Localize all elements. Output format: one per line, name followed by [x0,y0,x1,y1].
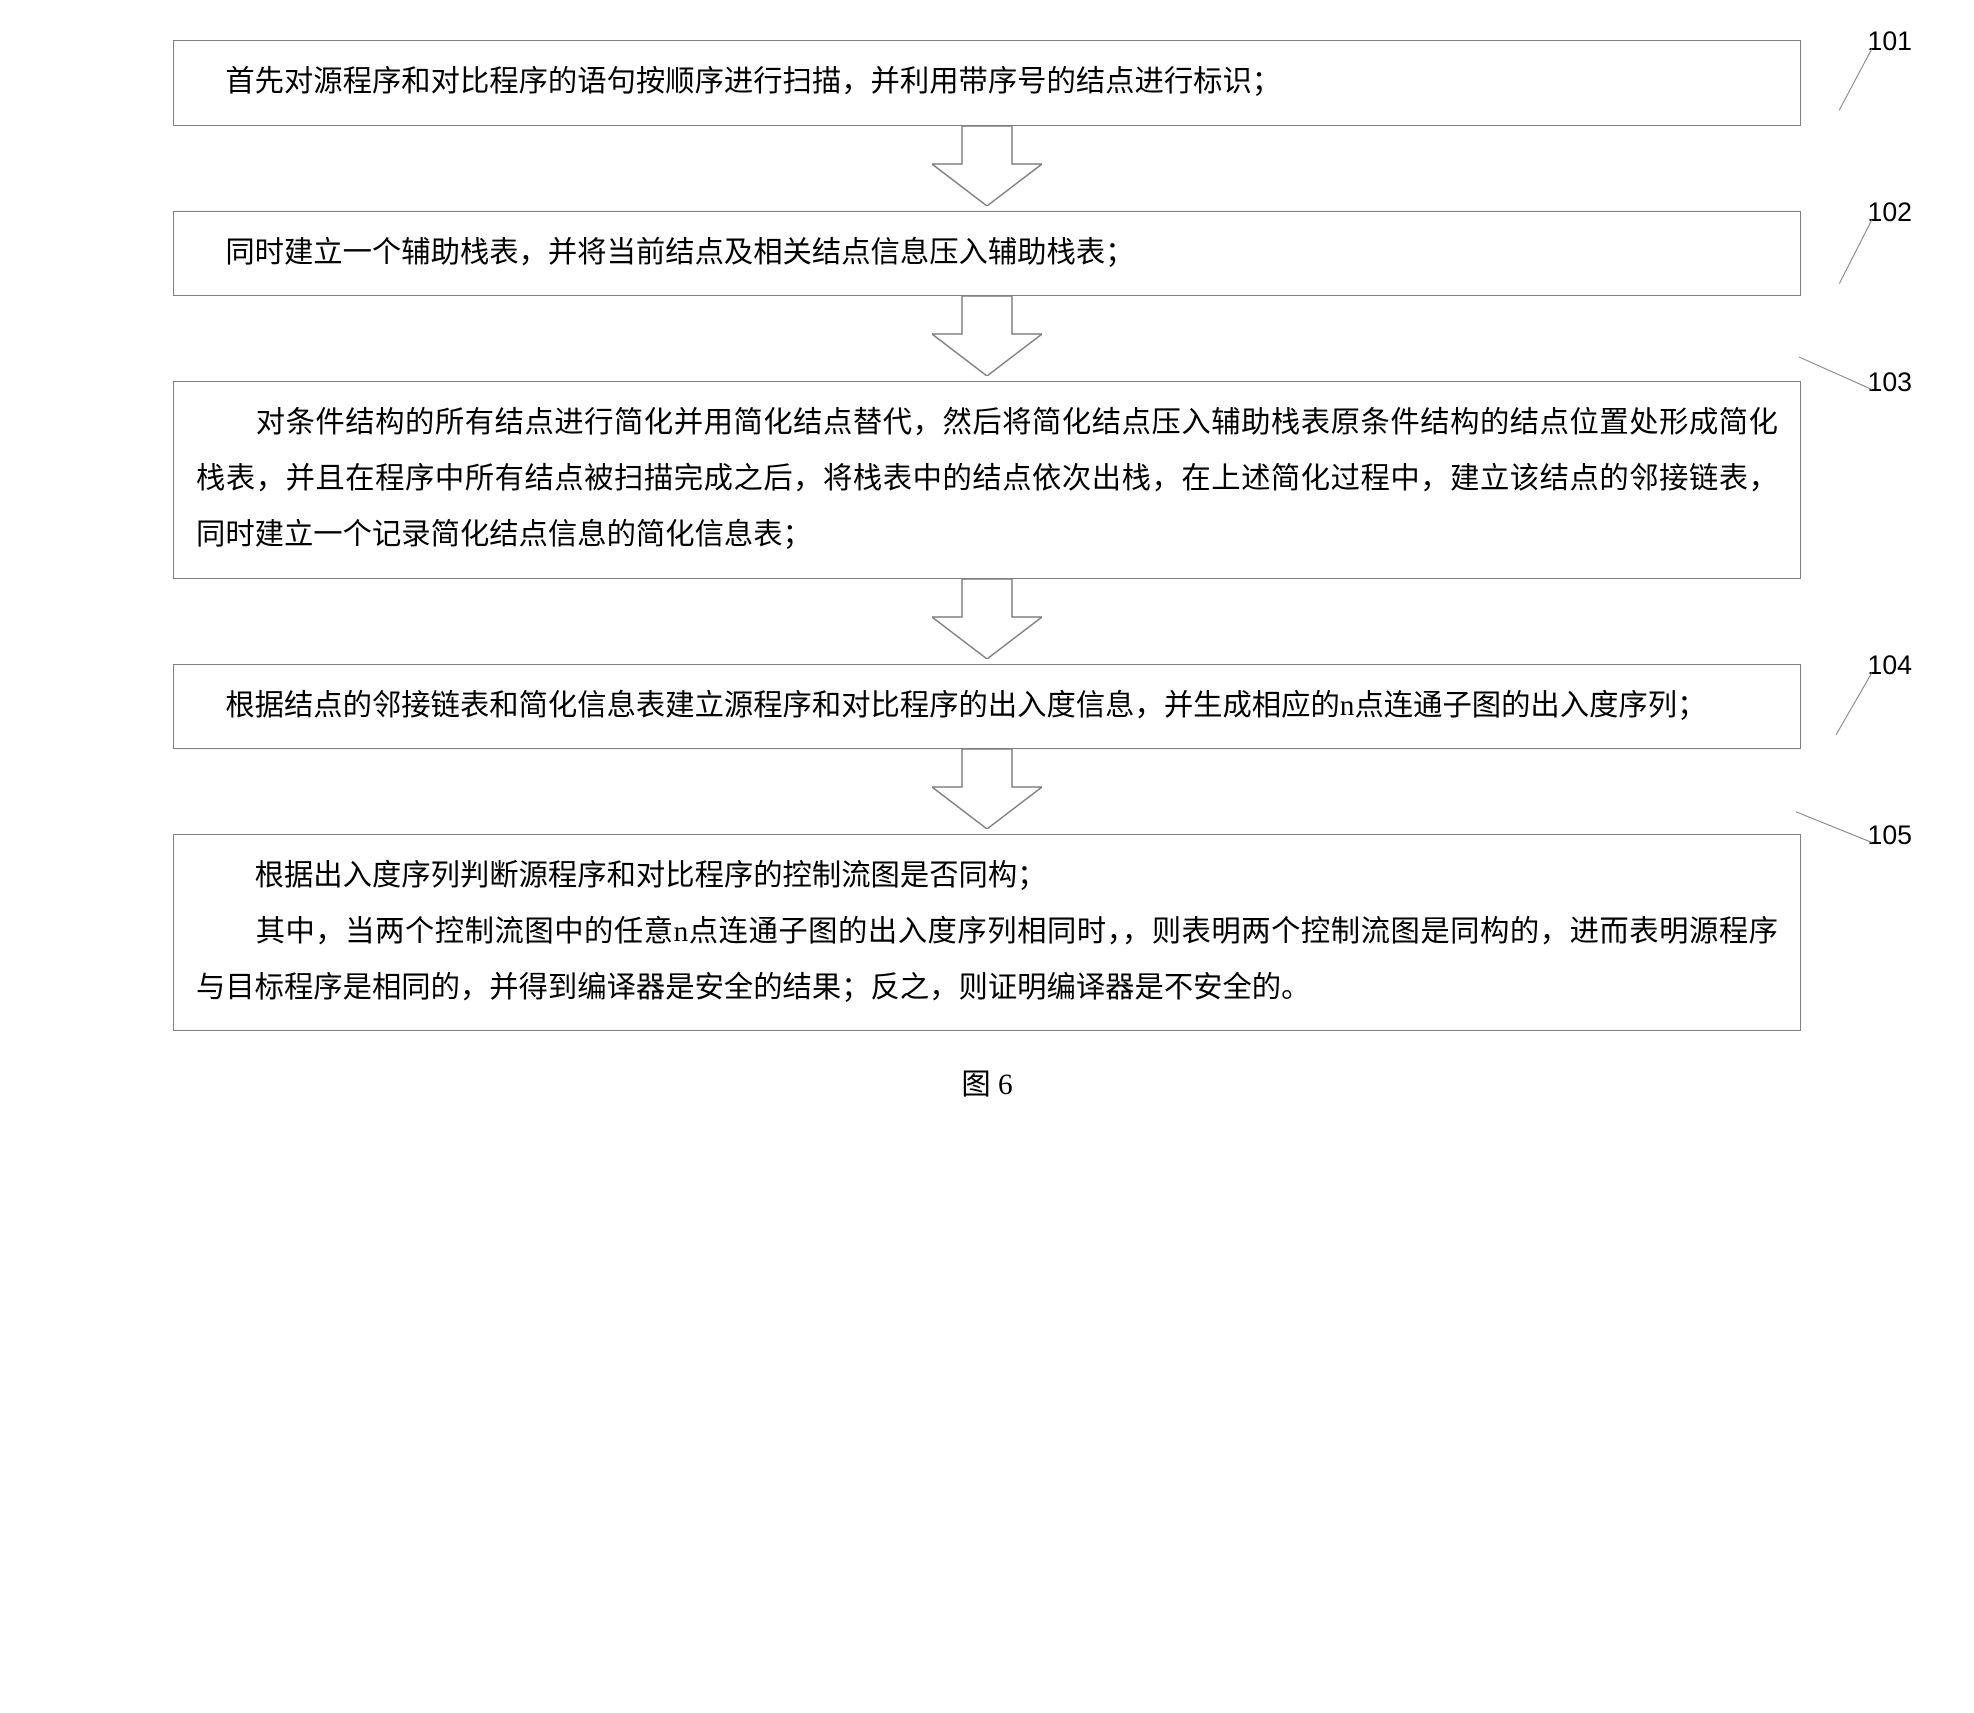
leader-line [1839,48,1873,110]
flow-arrow [932,749,1042,834]
leader-line [1839,219,1873,284]
flow-step-box: 根据出入度序列判断源程序和对比程序的控制流图是否同构； 其中，当两个控制流图中的… [173,834,1801,1031]
flow-step-box: 根据结点的邻接链表和简化信息表建立源程序和对比程序的出入度信息，并生成相应的n点… [173,664,1801,750]
arrow-down-icon [932,749,1042,829]
flow-step-row: 根据结点的邻接链表和简化信息表建立源程序和对比程序的出入度信息，并生成相应的n点… [62,664,1912,750]
step-number-label: 104 [1868,650,1912,681]
leader-line [1796,812,1872,844]
flow-arrow [932,579,1042,664]
flow-step-row: 对条件结构的所有结点进行简化并用简化结点替代，然后将简化结点压入辅助栈表原条件结… [62,381,1912,578]
flowchart-container: 首先对源程序和对比程序的语句按顺序进行扫描，并利用带序号的结点进行标识；101 … [62,40,1912,1103]
step-number-label: 103 [1868,367,1912,398]
step-number-label: 101 [1868,26,1912,57]
flow-step-box: 对条件结构的所有结点进行简化并用简化结点替代，然后将简化结点压入辅助栈表原条件结… [173,381,1801,578]
figure-caption: 图 6 [961,1061,1012,1103]
step-number-label: 102 [1868,197,1912,228]
arrow-down-icon [932,296,1042,376]
flow-step-row: 首先对源程序和对比程序的语句按顺序进行扫描，并利用带序号的结点进行标识；101 [62,40,1912,126]
step-number-label: 105 [1868,820,1912,851]
arrow-down-icon [932,579,1042,659]
flow-arrow [932,126,1042,211]
flow-step-box: 首先对源程序和对比程序的语句按顺序进行扫描，并利用带序号的结点进行标识； [173,40,1801,126]
leader-line [1799,357,1872,390]
flow-step-box: 同时建立一个辅助栈表，并将当前结点及相关结点信息压入辅助栈表； [173,211,1801,297]
leader-line [1836,672,1873,735]
arrow-down-icon [932,126,1042,206]
flow-step-row: 根据出入度序列判断源程序和对比程序的控制流图是否同构； 其中，当两个控制流图中的… [62,834,1912,1031]
flow-arrow [932,296,1042,381]
flow-step-row: 同时建立一个辅助栈表，并将当前结点及相关结点信息压入辅助栈表；102 [62,211,1912,297]
